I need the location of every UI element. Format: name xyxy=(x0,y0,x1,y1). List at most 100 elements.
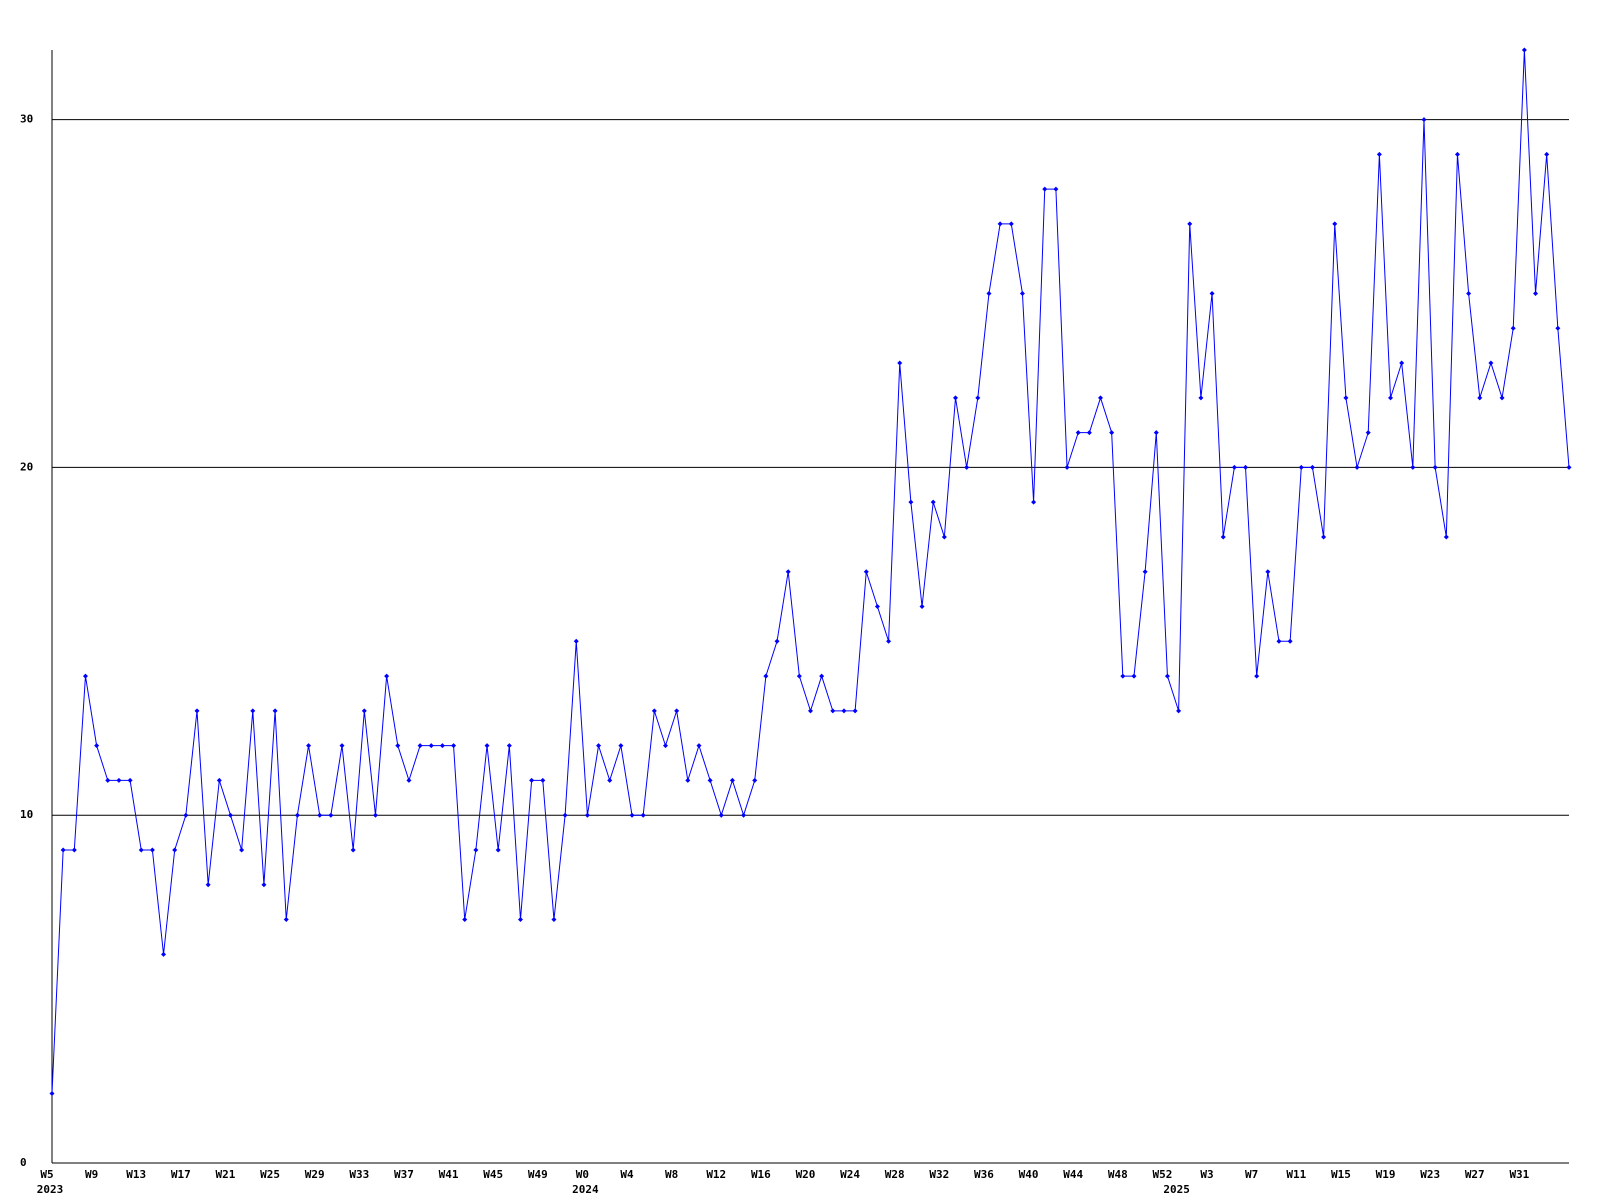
point-marker xyxy=(161,951,167,957)
point-marker xyxy=(741,812,747,818)
point-marker xyxy=(1454,151,1460,157)
point-marker xyxy=(261,882,267,888)
point-marker xyxy=(306,743,312,749)
point-marker xyxy=(1287,638,1293,644)
point-marker xyxy=(484,743,490,749)
point-marker xyxy=(763,673,769,679)
point-marker xyxy=(1521,47,1527,53)
point-marker xyxy=(1488,360,1494,366)
point-marker xyxy=(1421,117,1427,123)
point-marker xyxy=(506,743,512,749)
point-marker xyxy=(417,743,423,749)
point-marker xyxy=(540,777,546,783)
point-marker xyxy=(919,604,925,609)
x-tick-label: W41 xyxy=(439,1168,459,1181)
point-marker xyxy=(49,1090,55,1096)
point-marker xyxy=(774,638,780,644)
point-marker xyxy=(529,777,535,783)
point-marker xyxy=(618,743,624,749)
x-year-label: 2025 xyxy=(1163,1183,1190,1196)
point-marker xyxy=(841,708,847,714)
point-marker xyxy=(1131,673,1137,679)
point-marker xyxy=(517,917,523,923)
y-tick-label: 0 xyxy=(20,1156,27,1169)
point-marker xyxy=(997,221,1003,227)
point-marker xyxy=(428,743,434,749)
point-marker xyxy=(640,812,646,818)
point-marker xyxy=(1086,430,1092,436)
point-marker xyxy=(1533,290,1539,296)
y-tick-label: 30 xyxy=(20,113,33,126)
point-marker xyxy=(1019,290,1025,296)
x-tick-label: W3 xyxy=(1200,1168,1213,1181)
point-marker xyxy=(752,777,758,783)
x-tick-label: W17 xyxy=(171,1168,191,1181)
point-marker xyxy=(1231,464,1237,470)
point-marker xyxy=(473,847,479,853)
point-marker xyxy=(1098,395,1104,401)
x-tick-label: W49 xyxy=(528,1168,548,1181)
point-marker xyxy=(1510,325,1516,331)
x-tick-label: W19 xyxy=(1376,1168,1396,1181)
x-tick-label: W45 xyxy=(483,1168,503,1181)
point-marker xyxy=(986,290,992,296)
point-marker xyxy=(1209,290,1215,296)
point-marker xyxy=(1466,290,1472,296)
point-marker xyxy=(1376,151,1382,157)
point-marker xyxy=(852,708,858,714)
point-marker xyxy=(60,847,66,853)
point-marker xyxy=(294,812,300,818)
point-marker xyxy=(1220,534,1226,540)
point-marker xyxy=(930,499,936,505)
point-marker xyxy=(662,743,668,749)
point-marker xyxy=(250,708,256,714)
point-marker xyxy=(1298,464,1304,470)
x-tick-label: W15 xyxy=(1331,1168,1351,1181)
x-tick-label: W52 xyxy=(1153,1168,1173,1181)
point-marker xyxy=(1075,430,1081,436)
x-tick-label: W32 xyxy=(929,1168,949,1181)
point-marker xyxy=(71,847,77,853)
x-tick-label: W44 xyxy=(1063,1168,1083,1181)
point-marker xyxy=(406,777,412,783)
point-marker xyxy=(462,917,468,923)
x-tick-label: W8 xyxy=(665,1168,678,1181)
x-tick-label: W23 xyxy=(1420,1168,1440,1181)
point-marker xyxy=(718,812,724,818)
point-marker xyxy=(551,917,557,923)
point-marker xyxy=(1120,673,1126,679)
point-marker xyxy=(127,777,133,783)
point-marker xyxy=(1432,464,1438,470)
x-tick-label: W7 xyxy=(1245,1168,1258,1181)
point-marker xyxy=(1354,464,1360,470)
point-marker xyxy=(874,604,880,609)
x-year-label: 2024 xyxy=(572,1183,599,1196)
point-marker xyxy=(573,638,579,644)
point-marker xyxy=(863,569,869,575)
point-marker xyxy=(1008,221,1014,227)
point-marker xyxy=(172,847,178,853)
x-tick-label: W37 xyxy=(394,1168,414,1181)
point-marker xyxy=(1443,534,1449,540)
point-marker xyxy=(372,812,378,818)
point-marker xyxy=(1321,534,1327,540)
point-marker xyxy=(138,847,144,853)
x-tick-label: W28 xyxy=(885,1168,905,1181)
x-tick-label: W40 xyxy=(1019,1168,1039,1181)
x-year-label: 2023 xyxy=(37,1183,64,1196)
x-tick-label: W36 xyxy=(974,1168,994,1181)
point-marker xyxy=(1276,638,1282,644)
point-marker xyxy=(1243,464,1249,470)
point-marker xyxy=(696,743,702,749)
point-marker xyxy=(1042,186,1048,192)
point-marker xyxy=(1142,569,1148,575)
x-tick-label: W16 xyxy=(751,1168,771,1181)
point-marker xyxy=(629,812,635,818)
point-marker xyxy=(239,847,245,853)
point-marker xyxy=(596,743,602,749)
point-marker xyxy=(1309,464,1315,470)
point-marker xyxy=(1198,395,1204,401)
point-marker xyxy=(941,534,947,540)
point-marker xyxy=(1399,360,1405,366)
